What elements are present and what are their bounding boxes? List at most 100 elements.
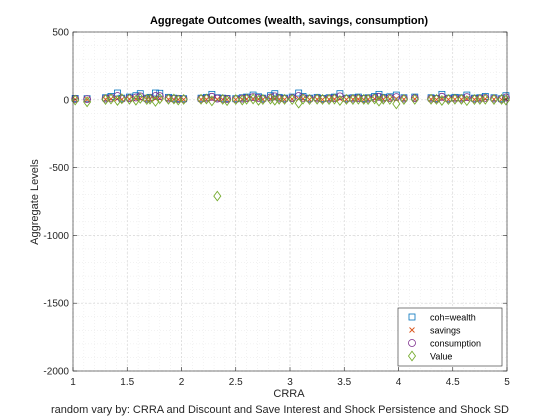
circle-marker (132, 93, 140, 102)
diamond-marker (207, 95, 216, 107)
square-marker (336, 90, 344, 98)
diamond-marker (410, 93, 419, 105)
circle-marker (375, 92, 383, 101)
diamond-marker (437, 94, 446, 106)
x-marker (108, 96, 114, 102)
x-marker (439, 95, 445, 102)
x-tick-label: 1.5 (120, 377, 134, 388)
diamond-marker (151, 95, 160, 107)
x-marker (380, 96, 387, 103)
x-marker (232, 96, 239, 103)
y-tick-label: -1000 (43, 231, 69, 242)
y-tick-label: 500 (52, 28, 69, 39)
y-axis-label: Aggregate Levels (29, 159, 41, 245)
diamond-marker (354, 93, 363, 105)
legend-x-icon (409, 327, 415, 333)
diamond-marker (489, 94, 499, 106)
diamond-marker (385, 93, 394, 105)
x-marker (337, 95, 343, 102)
diamond-marker (142, 94, 151, 106)
legend-item: consumption (408, 339, 481, 349)
y-tick-label: 0 (63, 95, 69, 106)
diamond-marker (444, 94, 453, 106)
legend-diamond-icon (407, 350, 417, 362)
chart-title: Aggregate Outcomes (wealth, savings, con… (150, 15, 428, 27)
x-marker (343, 96, 350, 103)
diamond-marker (106, 93, 116, 105)
legend-square-icon (408, 313, 416, 321)
diamond-marker (218, 93, 227, 105)
diamond-marker (335, 94, 344, 106)
diamond-marker (399, 94, 408, 106)
diamond-marker (113, 94, 122, 106)
legend-item: coh=wealth (408, 313, 476, 323)
diamond-marker (470, 94, 479, 106)
diamond-marker (179, 93, 188, 105)
x-tick-label: 2.5 (229, 377, 243, 388)
legend-label: Value (430, 352, 452, 362)
legend-item: savings (409, 326, 461, 336)
x-tick-label: 3.5 (337, 377, 351, 388)
x-marker (84, 96, 90, 103)
circle-marker (155, 92, 164, 101)
diamond-marker (432, 93, 441, 105)
square-marker (271, 90, 279, 98)
series-value (71, 92, 510, 202)
x-marker (209, 95, 215, 102)
diamond-marker (83, 96, 92, 108)
diamond-marker (374, 95, 384, 107)
diamond-marker (238, 94, 247, 106)
legend-label: consumption (430, 339, 481, 349)
legend-item: Value (407, 350, 452, 362)
x-axis-label: CRRA (273, 388, 305, 400)
diamond-marker (475, 93, 484, 105)
x-tick-label: 4 (396, 377, 402, 388)
x-tick-label: 1 (70, 377, 76, 388)
circle-marker (151, 92, 160, 100)
diamond-marker (125, 93, 134, 105)
diamond-marker (131, 94, 140, 106)
diamond-marker (280, 93, 289, 105)
diamond-marker (330, 93, 339, 105)
circle-marker (83, 95, 92, 104)
x-axis-ticks: 1 1.5 2 2.5 3 3.5 4 4.5 5 (70, 32, 510, 388)
diamond-marker (231, 94, 240, 106)
diamond-marker (202, 93, 211, 105)
x-tick-label: 5 (504, 377, 510, 388)
x-marker (165, 96, 172, 103)
diamond-marker (136, 92, 145, 104)
diamond-marker (258, 94, 267, 106)
diamond-marker (457, 93, 466, 105)
diamond-marker (223, 95, 232, 107)
y-tick-label: -2000 (43, 367, 69, 378)
diamond-marker (242, 93, 251, 105)
diamond-marker (392, 98, 401, 110)
diamond-marker (364, 94, 373, 106)
diamond-marker (342, 93, 351, 105)
diamond-marker (426, 93, 436, 105)
square-marker (156, 89, 164, 97)
diamond-marker (117, 93, 126, 105)
diamond-marker (249, 93, 258, 105)
x-tick-label: 2 (179, 377, 185, 388)
circle-marker (113, 92, 122, 100)
diamond-marker (275, 93, 284, 105)
diamond-marker (288, 94, 297, 106)
diamond-marker (254, 94, 263, 106)
diamond-marker (298, 93, 308, 105)
diamond-marker (305, 94, 314, 106)
circle-marker (502, 93, 510, 102)
diamond-marker (481, 93, 490, 105)
series-savings (72, 95, 509, 103)
diamond-marker (501, 94, 510, 106)
circle-marker (392, 93, 401, 101)
diamond-marker (318, 93, 327, 105)
data-markers (71, 89, 510, 202)
diamond-marker (145, 93, 155, 105)
y-axis-ticks: 500 0 -500 -1000 -1500 -2000 (43, 28, 507, 378)
diamond-marker (379, 93, 388, 105)
x-tick-label: 4.5 (446, 377, 460, 388)
figure-caption: random vary by: CRRA and Discount and Sa… (51, 404, 509, 416)
x-marker (314, 96, 320, 103)
